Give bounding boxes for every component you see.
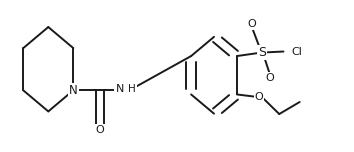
Text: O: O <box>247 19 256 29</box>
Text: H: H <box>128 84 136 94</box>
Text: N: N <box>69 84 78 97</box>
Text: N: N <box>115 84 124 94</box>
Text: O: O <box>255 92 263 102</box>
Text: O: O <box>96 125 104 135</box>
Text: Cl: Cl <box>291 47 302 57</box>
Text: S: S <box>258 46 266 59</box>
Text: O: O <box>266 73 274 83</box>
